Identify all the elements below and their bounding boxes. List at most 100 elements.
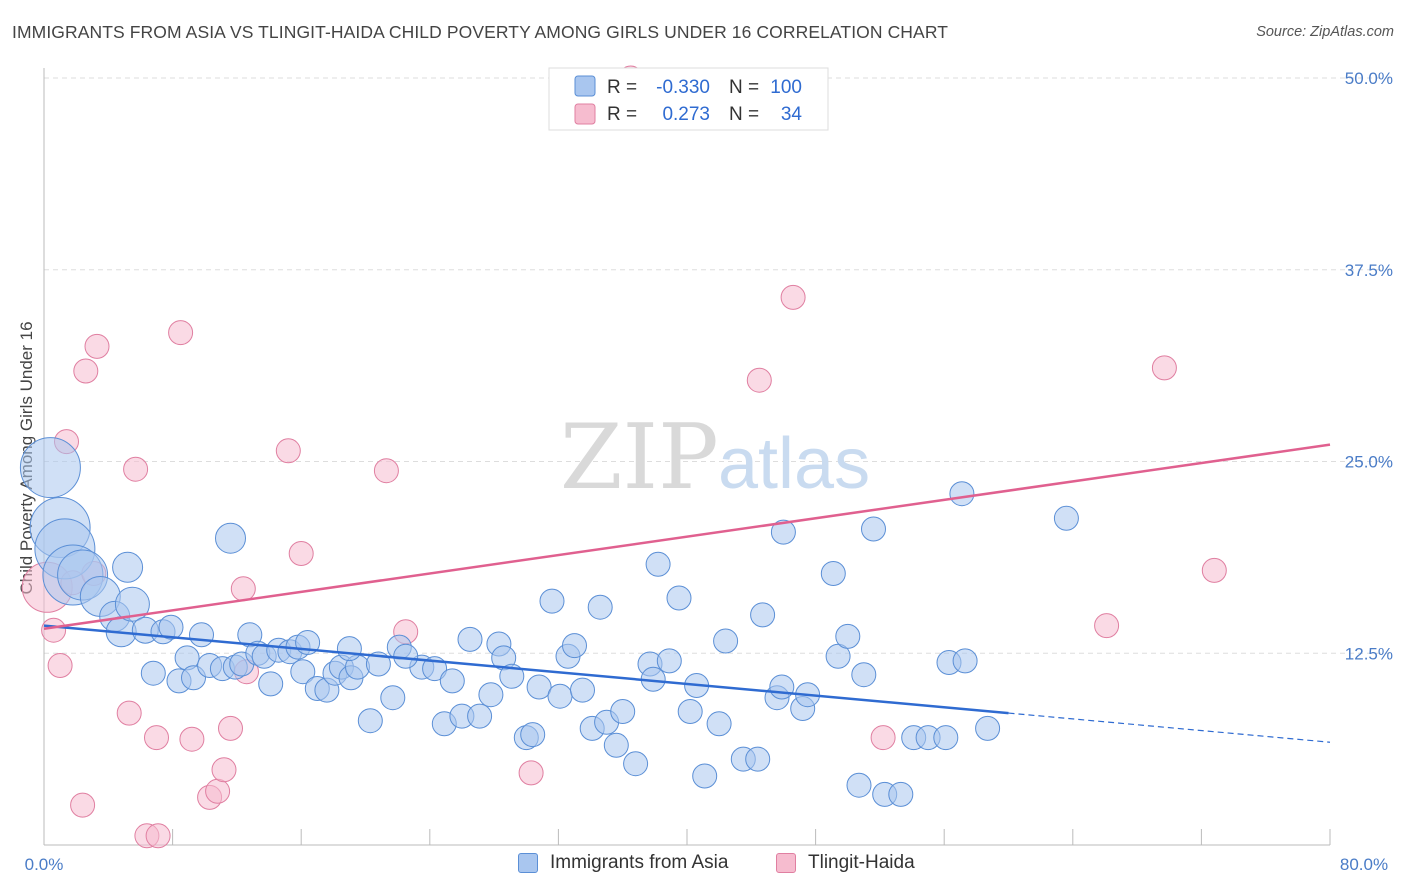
legend-r-value-tlingit: 0.273 [662, 104, 710, 125]
point-tlingit-18 [211, 757, 237, 783]
point-tlingit-9 [116, 700, 142, 726]
x-tick-label-min: 0.0% [25, 855, 64, 874]
trend-line-asia-extension [1008, 712, 1331, 743]
point-tlingit-22 [275, 438, 301, 464]
legend-r-value-asia: -0.330 [656, 77, 710, 98]
point-tlingit-8 [84, 333, 110, 359]
point-asia-97 [933, 725, 959, 751]
y-tick-label-3: 50.0% [1345, 69, 1393, 88]
legend-label-asia: Immigrants from Asia [550, 852, 729, 873]
point-asia-47 [439, 668, 465, 694]
point-tlingit-14 [168, 320, 194, 346]
point-asia-77 [706, 711, 732, 737]
point-tlingit-24 [373, 458, 399, 484]
point-asia-67 [610, 699, 636, 724]
point-tlingit-6 [73, 358, 99, 384]
point-asia-9 [114, 586, 150, 622]
y-tick-label-2: 37.5% [1345, 261, 1393, 280]
point-tlingit-31 [1094, 613, 1120, 639]
point-tlingit-19 [218, 715, 243, 741]
point-asia-56 [520, 722, 546, 748]
y-tick-label-0: 12.5% [1345, 644, 1393, 663]
legend-swatch-tlingit [574, 103, 596, 125]
chart-title: IMMIGRANTS FROM ASIA VS TLINGIT-HAIDA CH… [12, 22, 949, 42]
legend-n-value-asia: 100 [770, 77, 802, 98]
legend-n-label-tlingit: N = [729, 104, 759, 125]
point-asia-102 [1053, 505, 1079, 531]
stats-legend: R = -0.330 N = 100 R = 0.273 N = 34 [548, 67, 829, 131]
point-asia-78 [713, 628, 739, 654]
point-tlingit-15 [179, 726, 205, 752]
legend-n-label-asia: N = [729, 77, 759, 98]
point-asia-100 [952, 648, 978, 674]
point-tlingit-17 [205, 778, 231, 804]
point-asia-30 [290, 659, 316, 685]
point-asia-0 [19, 437, 81, 499]
point-asia-38 [336, 636, 362, 662]
point-asia-83 [769, 674, 795, 700]
point-asia-71 [645, 551, 671, 577]
point-asia-81 [750, 602, 776, 628]
point-asia-89 [835, 623, 861, 649]
point-asia-99 [949, 481, 975, 507]
point-tlingit-33 [1201, 557, 1227, 583]
point-asia-91 [851, 662, 877, 688]
legend-swatch-tlingit-bottom [776, 853, 796, 873]
point-asia-8 [112, 551, 144, 583]
legend-item-tlingit: Tlingit-Haida [776, 852, 915, 874]
point-asia-76 [692, 763, 718, 789]
gridlines [44, 77, 1392, 654]
watermark-atlas: atlas [718, 424, 870, 504]
point-asia-92 [861, 516, 886, 542]
point-asia-87 [820, 561, 846, 586]
point-asia-20 [215, 522, 246, 554]
point-tlingit-28 [746, 367, 772, 393]
point-asia-73 [666, 585, 692, 611]
point-asia-13 [158, 614, 184, 640]
watermark-zip: ZIP [560, 405, 719, 510]
point-asia-62 [570, 677, 595, 703]
legend-swatch-asia-bottom [518, 853, 538, 873]
trend-lines [43, 443, 1331, 743]
point-asia-49 [457, 626, 483, 652]
y-tick-labels: 12.5% 25.0% 37.5% 50.0% [1345, 69, 1393, 663]
source-credit: Source: ZipAtlas.com [1256, 24, 1394, 40]
trend-line-tlingit [43, 443, 1331, 630]
legend-item-asia: Immigrants from Asia [518, 852, 728, 874]
point-tlingit-1 [41, 617, 67, 643]
point-asia-40 [365, 651, 391, 677]
point-asia-59 [547, 683, 573, 709]
point-tlingit-20 [230, 576, 256, 602]
point-asia-41 [380, 685, 406, 711]
point-tlingit-30 [870, 725, 896, 751]
point-asia-74 [677, 699, 703, 724]
point-asia-11 [140, 660, 166, 686]
point-asia-57 [526, 674, 552, 700]
y-tick-label-1: 25.0% [1345, 453, 1393, 472]
legend-n-value-tlingit: 34 [781, 104, 803, 125]
watermark: ZIP atlas [560, 405, 870, 510]
legend-swatch-asia [574, 75, 596, 97]
point-tlingit-23 [288, 541, 314, 566]
point-asia-51 [478, 682, 504, 708]
legend-r-label-tlingit: R = [607, 104, 637, 125]
point-asia-58 [539, 588, 565, 614]
point-asia-26 [258, 671, 284, 697]
point-tlingit-26 [518, 760, 544, 786]
point-asia-64 [587, 594, 613, 620]
point-tlingit-2 [47, 653, 73, 678]
legend-r-label-asia: R = [607, 77, 637, 98]
x-tick-label-max: 80.0% [1340, 855, 1388, 874]
point-tlingit-5 [70, 792, 96, 818]
series-legend: Immigrants from Asia Tlingit-Haida [0, 852, 1406, 878]
point-asia-44 [393, 643, 419, 669]
points-asia [19, 437, 1079, 807]
point-tlingit-13 [145, 823, 171, 849]
point-asia-80 [745, 746, 771, 772]
point-asia-90 [846, 772, 872, 798]
point-asia-72 [656, 648, 682, 674]
point-asia-101 [975, 715, 1001, 741]
point-asia-88 [825, 643, 851, 669]
point-tlingit-29 [780, 284, 806, 310]
